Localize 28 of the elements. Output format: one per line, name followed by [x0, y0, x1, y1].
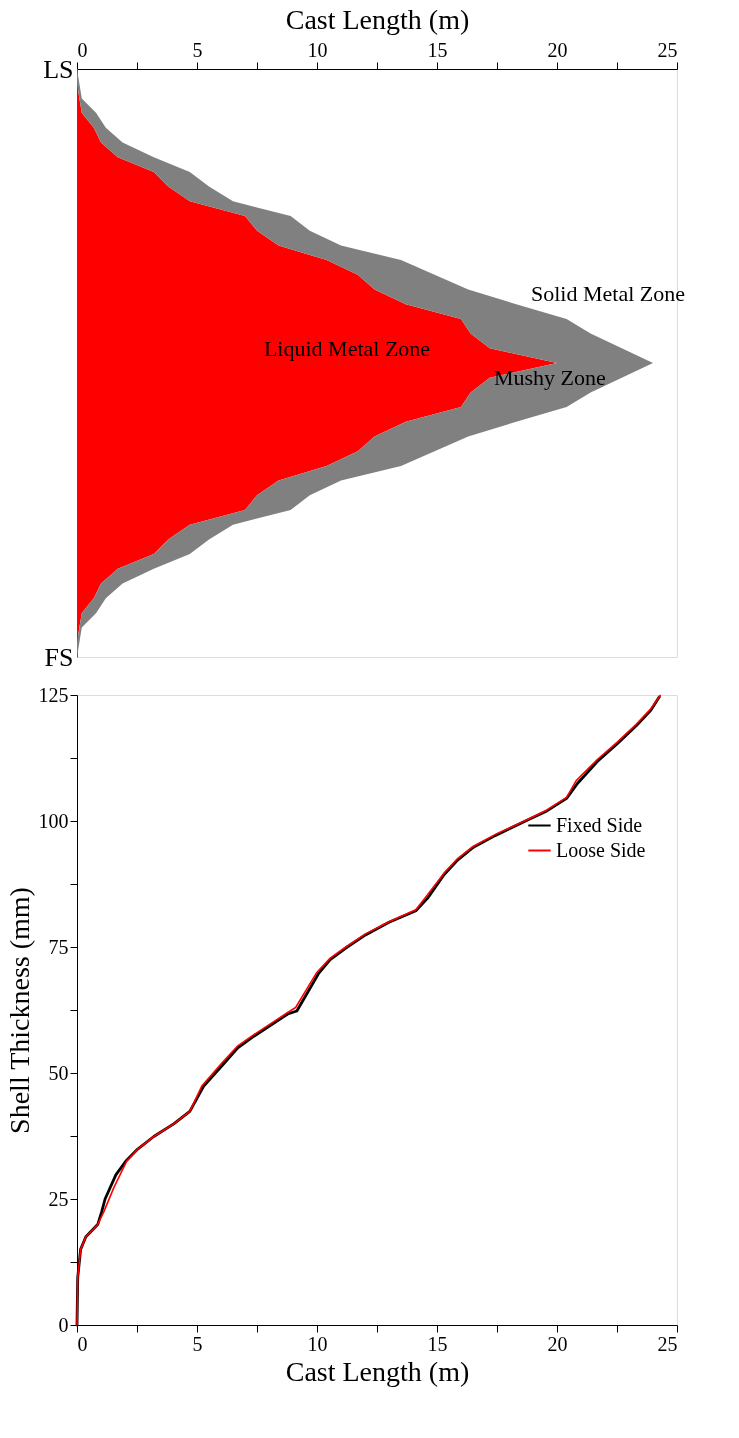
x-tick-label: 10 — [307, 1332, 328, 1355]
x-tick-label: 25 — [657, 1332, 678, 1355]
y-axis-title: Shell Thickness (mm) — [3, 887, 35, 1134]
y-tick-label: 0 — [58, 1313, 69, 1336]
x-tick-label: 15 — [427, 38, 448, 61]
y-tick-label: 50 — [48, 1061, 69, 1084]
x-tick-label: 0 — [77, 38, 88, 61]
x-axis-title: Cast Length (m) — [285, 1355, 470, 1387]
y-tick-label: 125 — [38, 683, 69, 706]
series-label: Liquid Metal Zone — [263, 336, 431, 361]
y-tick-label: 25 — [48, 1187, 69, 1210]
x-tick-label: 0 — [77, 1332, 88, 1355]
y-tick-label: 100 — [38, 809, 69, 832]
legend-label: Fixed Side — [556, 813, 643, 836]
annotation: Solid Metal Zone — [531, 281, 685, 306]
x-tick-label: 25 — [657, 38, 678, 61]
y-tick-label: 75 — [48, 935, 69, 958]
x-tick-label: 20 — [547, 1332, 568, 1355]
x-axis-title: Cast Length (m) — [285, 3, 470, 35]
legend-label: Loose Side — [556, 838, 646, 861]
y-tick-label: FS — [44, 642, 74, 672]
x-tick-label: 5 — [192, 1332, 203, 1355]
x-tick-label: 20 — [547, 38, 568, 61]
x-tick-label: 15 — [427, 1332, 448, 1355]
x-tick-label: 5 — [192, 38, 203, 61]
series-label: Mushy Zone — [494, 364, 606, 390]
x-tick-label: 10 — [307, 38, 328, 61]
y-tick-label: LS — [43, 54, 74, 84]
